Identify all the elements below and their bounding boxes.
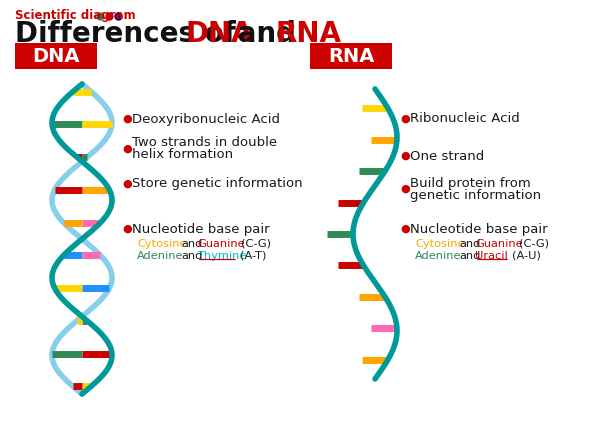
Text: Build protein from: Build protein from [410,176,531,190]
Text: Ribonucleic Acid: Ribonucleic Acid [410,112,520,126]
Text: ●: ● [122,144,132,154]
Text: Guanine: Guanine [197,239,245,249]
Text: ●: ● [400,184,410,194]
Text: ●: ● [400,224,410,234]
Text: (A-T): (A-T) [240,251,266,261]
Text: ●: ● [122,114,132,124]
Text: Uracil: Uracil [475,251,508,261]
Text: Deoxyribonucleic Acid: Deoxyribonucleic Acid [132,112,280,126]
Text: Scientific diagram: Scientific diagram [15,9,136,22]
Text: Adenine: Adenine [415,251,461,261]
Text: (A-U): (A-U) [512,251,541,261]
Text: Adenine: Adenine [137,251,184,261]
Text: ●: ● [400,151,410,161]
FancyBboxPatch shape [15,43,97,69]
Text: RNA: RNA [275,20,341,48]
Text: Two strands in double: Two strands in double [132,137,277,150]
Text: genetic information: genetic information [410,189,541,201]
Text: Differences of: Differences of [15,20,245,48]
Text: One strand: One strand [410,150,484,162]
Text: DNA: DNA [185,20,253,48]
Text: ●: ● [122,224,132,234]
Text: and: and [459,239,481,249]
Text: and: and [181,239,202,249]
Text: Cytosine: Cytosine [137,239,187,249]
Text: Store genetic information: Store genetic information [132,178,302,190]
Text: Guanine: Guanine [475,239,523,249]
Text: (C-G): (C-G) [241,239,271,249]
Text: ●: ● [122,179,132,189]
Text: Nucleotide base pair: Nucleotide base pair [410,223,548,235]
Text: RNA: RNA [328,47,374,65]
FancyBboxPatch shape [310,43,392,69]
Text: and: and [228,20,305,48]
Text: (C-G): (C-G) [519,239,549,249]
Text: and: and [181,251,202,261]
Text: Nucleotide base pair: Nucleotide base pair [132,223,269,235]
Text: helix formation: helix formation [132,148,233,162]
Text: Thymine: Thymine [197,251,247,261]
Text: Cytosine: Cytosine [415,239,464,249]
Text: ●: ● [400,114,410,124]
Text: DNA: DNA [32,47,80,65]
Text: and: and [459,251,481,261]
